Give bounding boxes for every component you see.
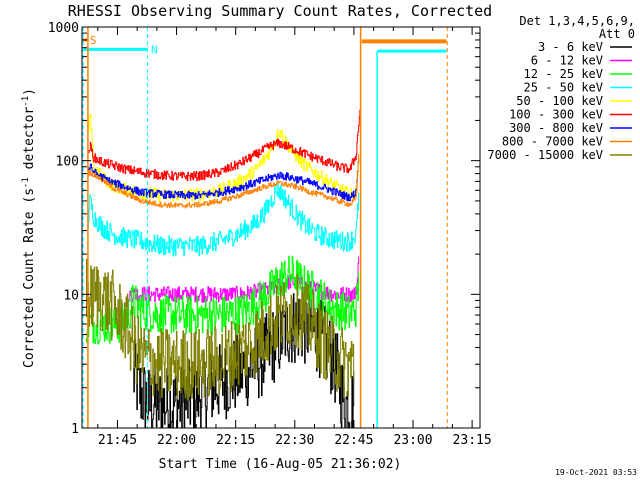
x-tick-label: 21:45 — [98, 433, 137, 448]
y-axis-label-end: ) — [22, 88, 37, 96]
flag-label-s: S — [90, 34, 97, 47]
legend-label-100-300-kev: 100 - 300 keV — [509, 108, 603, 122]
series-line-7000-15000-kev — [85, 258, 355, 401]
legend-label-300-800-kev: 300 - 800 keV — [509, 121, 603, 135]
plot-frame — [81, 26, 481, 429]
x-tick-label: 22:15 — [216, 433, 255, 448]
axes: 21:45 22:00 22:15 22:30 22:45 23:00 23:15 1 10 10… — [48, 21, 492, 448]
legend-label-12-25-kev: 12 - 25 keV — [524, 67, 603, 81]
x-tick-label: 22:00 — [157, 433, 196, 448]
y-axis-label-mid: detector — [22, 107, 37, 178]
y-axis-label-sup2: -1 — [21, 96, 31, 107]
legend-label-800-7000-kev: 800 - 7000 keV — [502, 135, 603, 149]
series-line-100-300-kev — [87, 109, 361, 182]
x-tick-label: 22:45 — [334, 433, 373, 448]
x-tick-label: 23:15 — [453, 433, 492, 448]
y-axis-label-sup1: -1 — [21, 177, 31, 188]
legend-header-detectors: Det 1,3,4,5,6,9, — [519, 14, 635, 28]
y-tick-label: 1000 — [48, 21, 79, 36]
y-tick-label: 1 — [71, 422, 79, 437]
plot-area: SN — [82, 27, 448, 428]
series-line-25-50-kev — [87, 180, 360, 257]
plot-marks — [82, 27, 448, 428]
x-tick-label: 22:30 — [275, 433, 314, 448]
series-line-300-800-kev — [87, 158, 360, 202]
y-axis-label: Corrected Count Rate (s-1 detector-1) — [21, 88, 37, 368]
series-line-50-100-kev — [87, 113, 360, 202]
flag-label-n: N — [151, 43, 158, 56]
x-axis-label: Start Time (16-Aug-05 21:36:02) — [159, 457, 402, 472]
legend-label-6-12-kev: 6 - 12 keV — [531, 54, 603, 68]
chart-title: RHESSI Observing Summary Count Rates, Co… — [68, 2, 492, 20]
series-line-12-25-kev — [85, 255, 359, 345]
legend-label-7000-15000-kev: 7000 - 15000 keV — [487, 148, 603, 162]
legend-label-50-100-kev: 50 - 100 keV — [516, 94, 603, 108]
x-tick-label: 23:00 — [393, 433, 432, 448]
generation-timestamp: 19-Oct-2021 03:53 — [555, 468, 637, 477]
legend-label-25-50-kev: 25 - 50 keV — [524, 81, 603, 95]
y-tick-label: 100 — [56, 155, 79, 170]
y-axis-label-main: Corrected Count Rate (s — [22, 188, 37, 368]
series-line-800-7000-kev — [87, 153, 360, 209]
y-tick-label: 10 — [63, 288, 79, 303]
legend-label-3-6-kev: 3 - 6 keV — [538, 40, 603, 54]
legend-header-attenuator: Att 0 — [599, 27, 635, 41]
